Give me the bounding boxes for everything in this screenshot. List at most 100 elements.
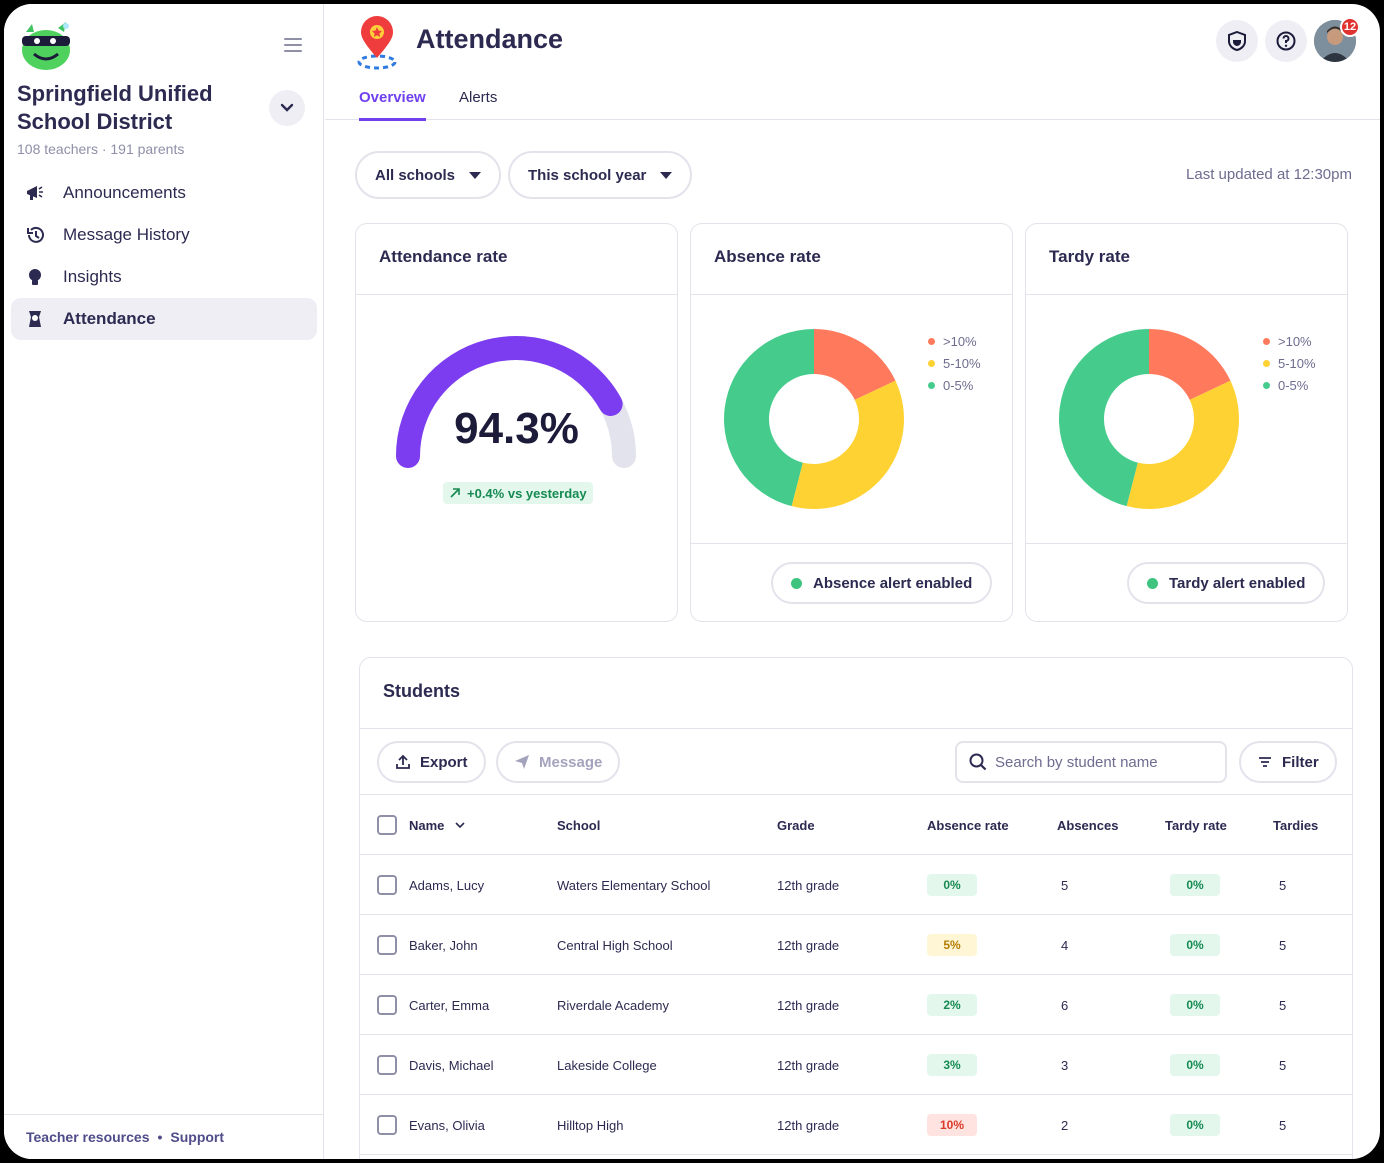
legend-label: 0-5%: [943, 377, 974, 393]
sidebar-item-announcements[interactable]: Announcements: [11, 172, 317, 214]
attendance-rate-value: 94.3%: [454, 404, 579, 453]
student-school: Waters Elementary School: [557, 877, 711, 893]
row-checkbox[interactable]: [377, 875, 397, 895]
attendance-rate-card: Attendance rate 94.3% +0.4% vs yesterday: [355, 223, 678, 622]
district-name: Springfield Unified School District: [17, 81, 213, 134]
security-button[interactable]: [1216, 20, 1258, 62]
donut-slice-1: [1149, 329, 1231, 400]
card-title: Tardy rate: [1026, 224, 1347, 295]
row-checkbox[interactable]: [377, 1115, 397, 1135]
attendance-delta-text: +0.4% vs yesterday: [467, 485, 587, 501]
export-button[interactable]: Export: [377, 741, 486, 783]
absence-alert-toggle[interactable]: Absence alert enabled: [771, 562, 993, 604]
main-content: Attendance 12 Overview Alerts All school…: [325, 4, 1380, 1159]
tardy-rate-badge: 0%: [1170, 874, 1220, 896]
legend-label: >10%: [1278, 333, 1312, 349]
district-stats: 108 teachers · 191 parents: [17, 141, 185, 157]
attendance-pin-icon: [355, 16, 399, 70]
student-grade: 12th grade: [777, 937, 840, 953]
help-button[interactable]: [1265, 20, 1307, 62]
district-switcher-button[interactable]: [269, 90, 305, 126]
tardy-rate-badge: 0%: [1170, 934, 1220, 956]
sidebar-item-message-history[interactable]: Message History: [11, 214, 317, 256]
card-title: Attendance rate: [356, 224, 677, 295]
absence-legend: >10% 5-10% 0-5%: [928, 330, 981, 396]
students-panel: Students Export Message Filter: [359, 657, 1353, 1159]
tab-alerts[interactable]: Alerts: [459, 89, 498, 106]
sidebar-item-insights[interactable]: Insights: [11, 256, 317, 298]
absence-rate-card: Absence rate >10% 5-10% 0-5% Absence ale…: [690, 223, 1013, 622]
menu-icon[interactable]: [284, 38, 302, 52]
table-header: Name School Grade Absence rate Absences …: [360, 795, 1352, 855]
student-name[interactable]: Evans, Olivia: [409, 1117, 485, 1133]
help-icon: [1276, 31, 1296, 51]
legend-item: >10%: [928, 330, 981, 352]
tardies-count: 5: [1279, 1057, 1287, 1073]
students-toolbar: Export Message Filter: [360, 729, 1352, 795]
support-link[interactable]: Support: [170, 1129, 225, 1145]
table-row[interactable]: Evans, Olivia Hilltop High 12th grade 10% 2 0…: [360, 1095, 1352, 1155]
tardy-rate-badge: 0%: [1170, 1114, 1220, 1136]
sidebar-footer: Teacher resources • Support: [4, 1114, 324, 1145]
table-row[interactable]: Baker, John Central High School 12th grade…: [360, 915, 1352, 975]
column-header-absences: Absences: [1057, 817, 1119, 833]
absence-donut-chart: [724, 329, 904, 509]
table-row[interactable]: Adams, Lucy Waters Elementary School 12th …: [360, 855, 1352, 915]
classdojo-logo[interactable]: [18, 18, 74, 72]
column-header-name[interactable]: Name: [409, 795, 466, 855]
row-checkbox[interactable]: [377, 1055, 397, 1075]
student-grade: 12th grade: [777, 997, 840, 1013]
filter-label: Filter: [1282, 753, 1319, 771]
student-school: Central High School: [557, 937, 673, 953]
student-name[interactable]: Davis, Michael: [409, 1057, 494, 1073]
card-title: Absence rate: [691, 224, 1012, 295]
legend-swatch: [1263, 381, 1270, 389]
donut-slice-1: [814, 329, 896, 400]
tardies-count: 5: [1279, 937, 1287, 953]
message-button[interactable]: Message: [496, 741, 621, 783]
row-checkbox[interactable]: [377, 935, 397, 955]
search-input[interactable]: [995, 753, 1215, 771]
row-checkbox[interactable]: [377, 995, 397, 1015]
tardy-donut-chart: [1059, 329, 1239, 509]
student-name[interactable]: Carter, Emma: [409, 997, 490, 1013]
column-header-tardy-rate: Tardy rate: [1165, 817, 1227, 833]
user-avatar[interactable]: [1314, 20, 1356, 62]
table-row[interactable]: Davis, Michael Lakeside College 12th grade…: [360, 1035, 1352, 1095]
schools-dropdown-label: All schools: [375, 166, 456, 184]
card-footer: Tardy alert enabled: [1026, 543, 1347, 621]
select-all-checkbox[interactable]: [377, 815, 397, 835]
table-row[interactable]: Carter, Emma Riverdale Academy 12th grade 2…: [360, 975, 1352, 1035]
student-name[interactable]: Baker, John: [409, 937, 478, 953]
filter-button[interactable]: Filter: [1239, 741, 1337, 783]
student-name[interactable]: Adams, Lucy: [409, 877, 485, 893]
absence-rate-badge: 2%: [927, 994, 977, 1016]
legend-item: 5-10%: [1263, 352, 1316, 374]
student-grade: 12th grade: [777, 877, 840, 893]
student-search[interactable]: [955, 741, 1227, 783]
legend-label: 0-5%: [1278, 377, 1309, 393]
chevron-down-icon: [280, 103, 294, 112]
absences-count: 4: [1061, 937, 1069, 953]
table-body: Adams, Lucy Waters Elementary School 12th …: [360, 855, 1352, 1155]
schools-dropdown[interactable]: All schools: [355, 151, 502, 199]
donut-slice-3: [1059, 329, 1149, 507]
tardy-alert-toggle[interactable]: Tardy alert enabled: [1127, 562, 1326, 604]
legend-swatch: [928, 381, 935, 389]
tardies-count: 5: [1279, 997, 1287, 1013]
sidebar-item-attendance[interactable]: Attendance: [11, 298, 317, 340]
message-label: Message: [539, 753, 603, 771]
tab-overview[interactable]: Overview: [359, 89, 426, 121]
teacher-resources-link[interactable]: Teacher resources: [26, 1129, 150, 1145]
search-icon: [969, 753, 987, 771]
period-dropdown[interactable]: This school year: [508, 151, 693, 199]
app-window: Springfield Unified School District 108 …: [4, 4, 1380, 1159]
attendance-delta-badge: +0.4% vs yesterday: [443, 482, 593, 504]
tardy-rate-badge: 0%: [1170, 1054, 1220, 1076]
column-header-tardies: Tardies: [1273, 817, 1319, 833]
legend-item: 5-10%: [928, 352, 981, 374]
student-school: Riverdale Academy: [557, 997, 669, 1013]
sidebar-item-label: Message History: [63, 225, 190, 244]
tardy-legend: >10% 5-10% 0-5%: [1263, 330, 1316, 396]
absence-rate-badge: 3%: [927, 1054, 977, 1076]
